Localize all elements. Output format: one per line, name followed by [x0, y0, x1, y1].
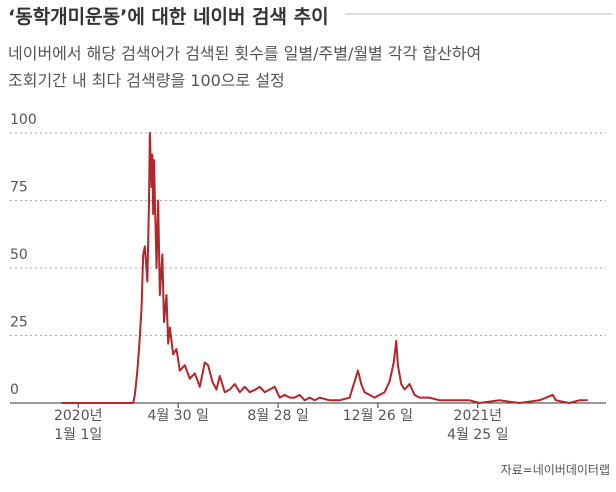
chart-title: ‘동학개미운동’에 대한 네이버 검색 추이 — [8, 6, 329, 28]
subtitle: 네이버에서 해당 검색어가 검색된 횟수를 일별/주별/월별 각각 합산하여 — [8, 44, 481, 63]
x-tick-label: 2021년 4월 25 일 — [447, 408, 508, 443]
line — [61, 132, 588, 404]
y-tick-label: 0 — [10, 382, 19, 398]
y-tick-label: 50 — [10, 247, 28, 263]
y-tick-label: 25 — [10, 315, 28, 331]
x-tick-label: 12월 26 일 — [343, 408, 413, 424]
y-tick-label: 100 — [10, 112, 37, 128]
x-tick-label: 4월 30 일 — [147, 408, 208, 424]
y-tick-label: 75 — [10, 180, 28, 196]
subtitle: 조회기간 내 최다 검색량을 100으로 설정 — [8, 71, 285, 90]
source: 자료=네이버데이터랩 — [501, 463, 610, 477]
x-tick-label: 2020년 1월 1일 — [54, 408, 103, 443]
x-tick-label: 8월 28 일 — [247, 408, 308, 424]
